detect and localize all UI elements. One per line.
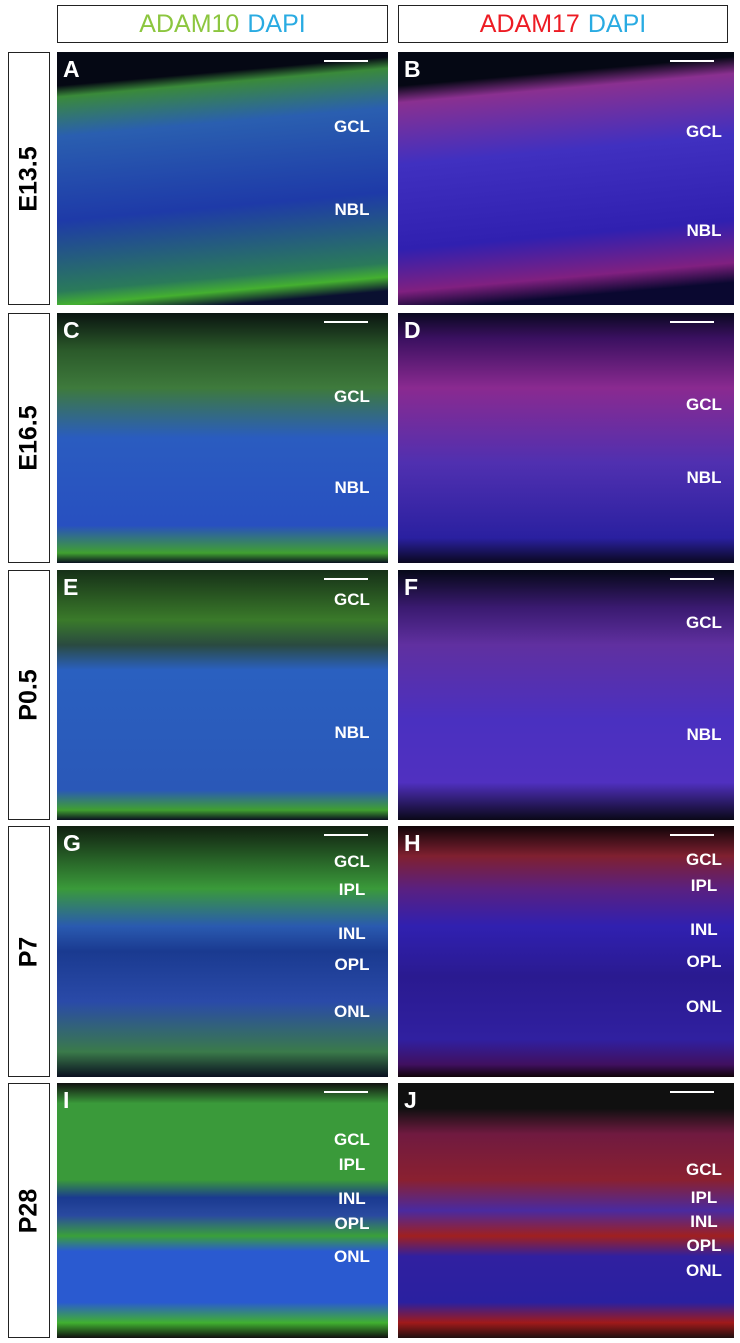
micrograph: I: [57, 1083, 388, 1338]
panel-letter: B: [404, 56, 421, 82]
row-label-box: P7: [8, 826, 50, 1077]
layer-label: GCL: [334, 1130, 370, 1149]
layer-label: GCL: [686, 850, 722, 869]
scale-bar: [670, 834, 714, 836]
layer-label: NBL: [686, 468, 722, 487]
layer-label: GCL: [686, 395, 722, 414]
layer-label: OPL: [334, 1214, 370, 1233]
layer-label: OPL: [686, 952, 722, 971]
layer-label: IPL: [338, 880, 366, 899]
layer-label: INL: [338, 1189, 366, 1208]
layer-label: GCL: [686, 122, 722, 141]
micrograph: E: [57, 570, 388, 820]
scale-bar: [324, 1091, 368, 1093]
scale-bar: [324, 834, 368, 836]
row-label-box: E16.5: [8, 313, 50, 563]
header-text: ADAM17: [479, 9, 580, 38]
layer-label: NBL: [686, 221, 722, 240]
layer-label: IPL: [338, 1155, 366, 1174]
layer-label: GCL: [334, 387, 370, 406]
panel-letter: G: [63, 830, 81, 856]
layer-label: OPL: [686, 1236, 722, 1255]
layer-label: OPL: [334, 955, 370, 974]
panel-letter: H: [404, 830, 421, 856]
row-label: P0.5: [14, 669, 43, 721]
row-label: P7: [14, 936, 43, 967]
scale-bar: [324, 60, 368, 62]
micrograph: H: [398, 826, 734, 1077]
layer-label: INL: [338, 924, 366, 943]
layer-label: NBL: [334, 478, 370, 497]
row-label-box: P0.5: [8, 570, 50, 820]
panel-letter: I: [63, 1087, 70, 1113]
layer-label: NBL: [686, 725, 722, 744]
micrograph: G: [57, 826, 388, 1077]
layer-label: GCL: [686, 613, 722, 632]
layer-label: GCL: [334, 117, 370, 136]
layer-label: ONL: [686, 997, 722, 1016]
header-text: DAPI: [587, 9, 647, 38]
micrograph: B: [398, 52, 734, 305]
scale-bar: [324, 321, 368, 323]
column-header: ADAM10 DAPI: [57, 5, 388, 43]
layer-label: ONL: [334, 1002, 370, 1021]
column-header: ADAM17 DAPI: [398, 5, 728, 43]
layer-label: IPL: [690, 1188, 718, 1207]
row-label-box: P28: [8, 1083, 50, 1338]
layer-label: GCL: [334, 590, 370, 609]
header-text: ADAM10: [139, 9, 240, 38]
scale-bar: [670, 1091, 714, 1093]
scale-bar: [324, 578, 368, 580]
layer-label: NBL: [334, 723, 370, 742]
layer-label: NBL: [334, 200, 370, 219]
row-label: E16.5: [14, 405, 43, 471]
layer-label: ONL: [334, 1247, 370, 1266]
panel-letter: F: [404, 574, 419, 600]
layer-label: INL: [690, 920, 718, 939]
micrograph: J: [398, 1083, 734, 1338]
scale-bar: [670, 321, 714, 323]
layer-label: GCL: [334, 852, 370, 871]
scale-bar: [670, 578, 714, 580]
layer-label: GCL: [686, 1160, 722, 1179]
micrograph: F: [398, 570, 734, 820]
micrograph: A: [57, 52, 388, 305]
panel-letter: E: [63, 574, 79, 600]
row-label: E13.5: [14, 145, 43, 212]
layer-label: IPL: [690, 876, 718, 895]
micrograph: C: [57, 313, 388, 563]
scale-bar: [670, 60, 714, 62]
panel-letter: A: [63, 56, 80, 82]
panel-letter: C: [63, 317, 80, 343]
layer-label: ONL: [686, 1261, 722, 1280]
row-label: P28: [14, 1188, 43, 1233]
header-text: DAPI: [247, 9, 306, 38]
micrograph: D: [398, 313, 734, 563]
row-label-box: E13.5: [8, 52, 50, 305]
panel-letter: D: [404, 317, 421, 343]
panel-letter: J: [404, 1087, 417, 1113]
layer-label: INL: [690, 1212, 718, 1231]
